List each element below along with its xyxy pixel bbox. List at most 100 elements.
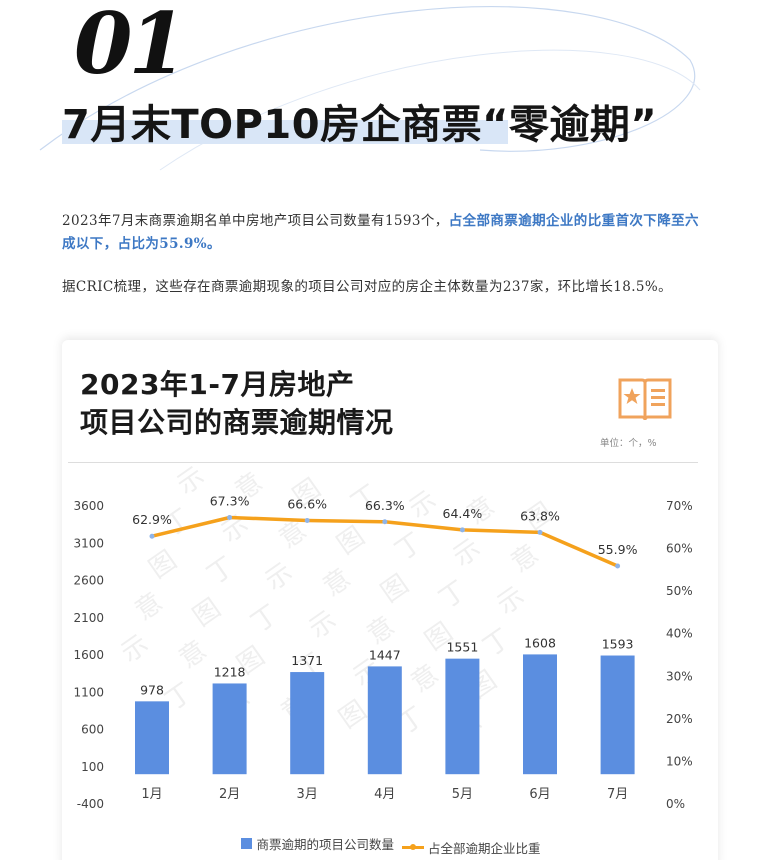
left-axis-ticks: -400 100 600 1100 1600 2100 2600 3100 3600	[73, 499, 104, 811]
right-tick-label: 70%	[666, 499, 693, 513]
bar-value-label: 1371	[291, 653, 323, 668]
left-tick-label: 1100	[73, 685, 104, 699]
article-paragraph-1: 2023年7月末商票逾期名单中房地产项目公司数量有1593个，占全部商票逾期企业…	[62, 210, 712, 256]
bar-2月	[212, 683, 247, 775]
watermark-glyph: 意	[318, 563, 357, 602]
right-tick-label: 30%	[666, 669, 693, 683]
section-number: 01	[74, 0, 187, 93]
watermark-glyph: 图	[332, 521, 371, 560]
legend-label-bars: 商票逾期的项目公司数量	[256, 837, 394, 852]
watermark-glyph: 示	[216, 509, 255, 548]
x-tick-label: 7月	[607, 787, 628, 802]
chart-title-line-2: 项目公司的商票逾期情况	[80, 406, 394, 439]
chart-title-line-1: 2023年1-7月房地产	[80, 368, 355, 401]
line-value-labels: 62.9% 67.3% 66.6% 66.3% 64.4% 63.8% 55.9%	[132, 493, 637, 557]
bar-3月	[290, 672, 325, 775]
x-tick-label: 5月	[452, 787, 473, 802]
legend-item-line: 占全部逾期企业比重	[401, 838, 541, 857]
title-divider	[68, 462, 698, 463]
line-value-label: 66.6%	[287, 496, 327, 511]
left-tick-label: 100	[81, 760, 104, 774]
line-value-label: 67.3%	[210, 493, 250, 508]
left-tick-label: 3100	[73, 536, 104, 550]
watermark-glyph: 示	[260, 557, 299, 596]
bar-value-label: 1218	[214, 664, 246, 679]
page-headline: 7月末TOP10房企商票“零逾期”	[62, 102, 658, 148]
line-point-4月	[382, 519, 388, 525]
star-book-icon	[618, 378, 672, 421]
headline-highlight	[62, 120, 508, 144]
line-point-5月	[459, 527, 465, 533]
watermark-glyph: 示	[404, 485, 443, 524]
watermark-glyph: 示	[116, 629, 155, 668]
line-point-6月	[537, 529, 543, 535]
chart-legend: 商票逾期的项目公司数量 占全部逾期企业比重	[0, 834, 782, 857]
line-point-1月	[149, 533, 155, 539]
legend-swatch-line	[401, 844, 424, 850]
paragraph-1-highlight: 占全部商票逾期企业的比重首次下降至六成以下，占比为55.9%。	[62, 213, 699, 252]
watermark-glyph: 丁	[390, 527, 429, 566]
line-value-label: 62.9%	[132, 512, 172, 527]
right-tick-label: 60%	[666, 542, 693, 556]
legend-swatch-bar	[241, 838, 253, 849]
x-tick-label: 6月	[529, 787, 550, 802]
right-tick-label: 50%	[666, 584, 693, 598]
x-tick-label: 4月	[374, 787, 395, 802]
bar-6月	[523, 654, 557, 775]
right-axis-ticks: 0% 10% 20% 30% 40% 50% 60% 70%	[666, 499, 693, 811]
left-tick-label: -400	[77, 797, 104, 811]
left-tick-label: 2100	[73, 611, 104, 625]
left-tick-label: 600	[81, 723, 104, 737]
watermark-glyph: 丁	[246, 599, 285, 638]
right-tick-label: 10%	[666, 754, 693, 768]
line-series	[149, 514, 621, 569]
legend-label-line: 占全部逾期企业比重	[427, 841, 541, 856]
x-axis-ticks: 1月 2月 3月 4月 5月 6月 7月	[141, 787, 628, 802]
paragraph-1-text: 2023年7月末商票逾期名单中房地产项目公司数量有1593个，	[62, 213, 449, 229]
bar-value-label: 1551	[446, 640, 478, 655]
watermark-glyph: 图	[144, 545, 183, 584]
watermark-glyph: 丁	[478, 623, 517, 662]
bar-value-label: 1447	[369, 647, 401, 662]
watermark-glyph: 示	[448, 533, 487, 572]
line-value-label: 55.9%	[598, 542, 638, 557]
bar-value-label: 1593	[602, 637, 634, 652]
watermark-glyph: 丁	[434, 575, 473, 614]
right-tick-label: 20%	[666, 712, 693, 726]
line-value-label: 63.8%	[520, 508, 560, 523]
watermark-glyph: 图	[334, 695, 373, 734]
left-tick-label: 1600	[73, 648, 104, 662]
watermark-glyph: 示	[492, 581, 531, 620]
bar-5月	[445, 658, 480, 775]
x-tick-label: 1月	[141, 787, 162, 802]
bar-value-labels: 978 1218 1371 1447 1551 1608 1593	[140, 635, 633, 697]
watermark-glyph: 意	[362, 611, 401, 650]
watermark-glyph: 示	[304, 605, 343, 644]
watermark-glyph: 意	[506, 539, 545, 578]
bar-1月	[135, 701, 169, 775]
line-point-3月	[304, 517, 310, 523]
bar-value-label: 978	[140, 682, 164, 697]
x-tick-label: 2月	[219, 787, 240, 802]
x-tick-label: 3月	[297, 787, 318, 802]
watermark-glyph: 图	[188, 593, 227, 632]
chart-title: 2023年1-7月房地产 项目公司的商票逾期情况	[80, 366, 394, 442]
watermark-glyph: 示	[172, 461, 211, 500]
line-value-label: 66.3%	[365, 498, 405, 513]
bar-7月	[600, 655, 635, 775]
bar-value-label: 1608	[524, 635, 556, 650]
watermark-glyph: 图	[376, 569, 415, 608]
legend-item-bars: 商票逾期的项目公司数量	[241, 834, 394, 853]
right-tick-label: 0%	[666, 797, 685, 811]
headline-block: 7月末TOP10房企商票“零逾期”	[62, 92, 657, 150]
watermark-glyph: 意	[406, 659, 445, 698]
unit-label: 单位：个，%	[600, 438, 657, 449]
watermark-glyph: 意	[130, 587, 169, 626]
watermark-glyph: 丁	[202, 551, 241, 590]
right-tick-label: 40%	[666, 627, 693, 641]
line-value-label: 64.4%	[443, 506, 483, 521]
line-point-2月	[227, 514, 233, 520]
watermark: 示意图丁示意图丁示意图丁示意图丁示意图丁示意图丁示意图丁示意图丁示意图丁示意图丁…	[116, 461, 559, 746]
left-tick-label: 2600	[73, 574, 104, 588]
